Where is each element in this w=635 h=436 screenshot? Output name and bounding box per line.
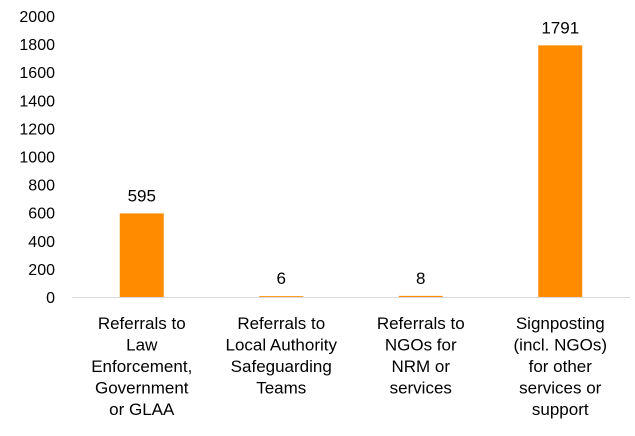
data-label: 595 <box>128 186 156 205</box>
x-category-label-line: Law <box>126 336 158 355</box>
data-label: 8 <box>416 269 425 288</box>
x-category-label-line: Referrals to <box>98 314 186 333</box>
bar <box>259 296 304 297</box>
x-category-label-line: Referrals to <box>237 314 325 333</box>
y-tick-label: 200 <box>28 262 55 279</box>
x-category-label-line: NRM or <box>391 357 450 376</box>
data-labels: 595 6 8 1791 <box>128 18 580 288</box>
data-label: 1791 <box>541 18 579 37</box>
y-tick-label: 1600 <box>19 65 55 82</box>
x-category-label: Referrals to Local Authority Safeguarding T… <box>225 314 337 398</box>
x-category-label-line: Government <box>95 379 189 398</box>
x-category-label-line: or GLAA <box>109 400 175 419</box>
x-category-label-line: Local Authority <box>225 336 337 355</box>
y-tick-label: 2000 <box>19 9 55 26</box>
x-category-label-line: Teams <box>256 379 306 398</box>
y-tick-label: 600 <box>28 206 55 223</box>
bars <box>119 45 583 297</box>
x-category-label-line: Safeguarding <box>231 357 332 376</box>
x-category-label: Signposting (incl. NGOs) for other services… <box>514 314 608 419</box>
bar <box>538 45 583 297</box>
y-tick-label: 400 <box>28 234 55 251</box>
y-tick-label: 1200 <box>19 121 55 138</box>
data-label: 6 <box>277 269 286 288</box>
y-tick-label: 1800 <box>19 37 55 54</box>
x-category-label-line: Signposting <box>516 314 605 333</box>
y-tick-label: 0 <box>46 290 55 307</box>
x-category-label: Referrals to Law Enforcement, Government or … <box>91 314 192 419</box>
x-category-label-line: Referrals to <box>377 314 465 333</box>
bar <box>398 295 443 297</box>
x-category-label-line: (incl. NGOs) <box>514 336 608 355</box>
x-category-label-line: Enforcement, <box>91 357 192 376</box>
x-category-label-line: NGOs for <box>385 336 457 355</box>
x-category-label: Referrals to NGOs for NRM or services <box>377 314 465 398</box>
x-category-label-line: for other <box>529 357 593 376</box>
y-tick-label: 1400 <box>19 93 55 110</box>
x-category-label-line: services or <box>519 379 602 398</box>
x-axis: Referrals to Law Enforcement, Government or … <box>72 297 630 419</box>
y-axis: 0 200 400 600 800 1000 1200 1400 1600 1800 2000 <box>19 9 55 307</box>
y-tick-label: 1000 <box>19 150 55 167</box>
bar <box>119 213 164 297</box>
x-category-label-line: support <box>532 400 589 419</box>
x-category-label-line: services <box>390 379 452 398</box>
y-tick-label: 800 <box>28 178 55 195</box>
